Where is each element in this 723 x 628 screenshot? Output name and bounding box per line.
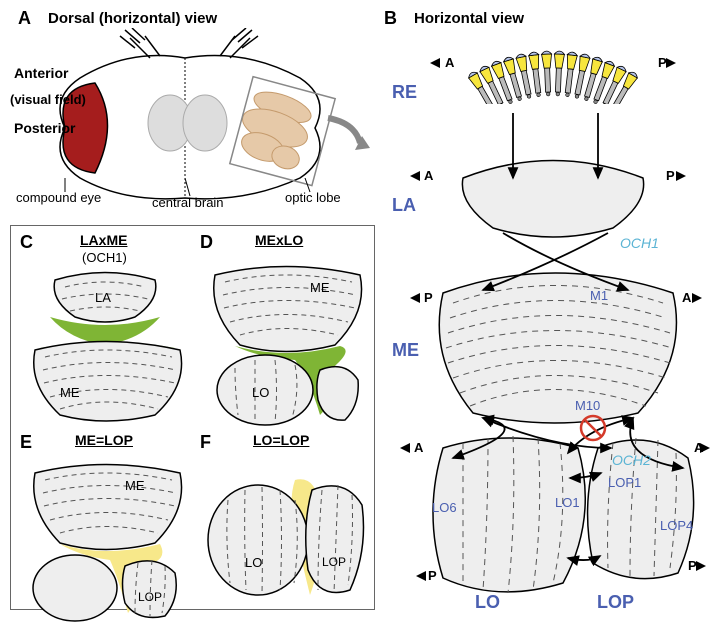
panel-b-letter: B	[384, 8, 397, 29]
b-a2: A	[424, 168, 433, 183]
b-p4: P	[428, 568, 437, 583]
lo-label-big: LO	[475, 592, 500, 613]
m1-label: M1	[590, 288, 608, 303]
m10-label: M10	[575, 398, 600, 413]
b-a1: A	[445, 55, 454, 70]
panel-f-letter: F	[200, 432, 211, 453]
lo6-label: LO6	[432, 500, 457, 515]
panel-d-svg	[200, 250, 370, 430]
b-p2: P	[666, 168, 675, 183]
b-a5: A	[694, 440, 703, 455]
b-a4: A	[414, 440, 423, 455]
panel-b-title: Horizontal view	[414, 10, 524, 27]
me-label-big: ME	[392, 340, 419, 361]
d-me: ME	[310, 280, 330, 295]
anterior-label: Anterior	[14, 65, 68, 81]
panel-e-svg	[20, 448, 190, 628]
lop4-label: LOP4	[660, 518, 693, 533]
posterior-label: Posterior	[14, 120, 75, 136]
panel-f-svg	[200, 455, 370, 620]
panel-a-title: Dorsal (horizontal) view	[48, 10, 217, 27]
panel-a-letter: A	[18, 8, 31, 29]
d-lo: LO	[252, 385, 269, 400]
c-me: ME	[60, 385, 80, 400]
la-label-big: LA	[392, 195, 416, 216]
re-label: RE	[392, 82, 417, 103]
panel-c-letter: C	[20, 232, 33, 253]
visual-field-label: (visual field)	[10, 92, 86, 107]
lo1-label: LO1	[555, 495, 580, 510]
b-a3: A	[682, 290, 691, 305]
panel-d-title: MExLO	[255, 232, 303, 248]
label-connectors	[10, 178, 370, 208]
lop1-label: LOP1	[608, 475, 641, 490]
panel-c-svg	[20, 255, 190, 425]
och1-label: OCH1	[620, 235, 659, 251]
e-me: ME	[125, 478, 145, 493]
b-p3: P	[424, 290, 433, 305]
f-lo: LO	[245, 555, 262, 570]
b-p5: P	[688, 558, 697, 573]
ommatidia-svg	[438, 34, 668, 104]
panel-f-title: LO=LOP	[253, 432, 309, 448]
c-la: LA	[95, 290, 111, 305]
f-lop: LOP	[322, 555, 346, 569]
panel-e-title: ME=LOP	[75, 432, 133, 448]
lop-label-big: LOP	[597, 592, 634, 613]
e-lop: LOP	[138, 590, 162, 604]
panel-c-title: LAxME	[80, 232, 127, 248]
och2-label: OCH2	[612, 452, 651, 468]
b-p1: P	[658, 55, 667, 70]
